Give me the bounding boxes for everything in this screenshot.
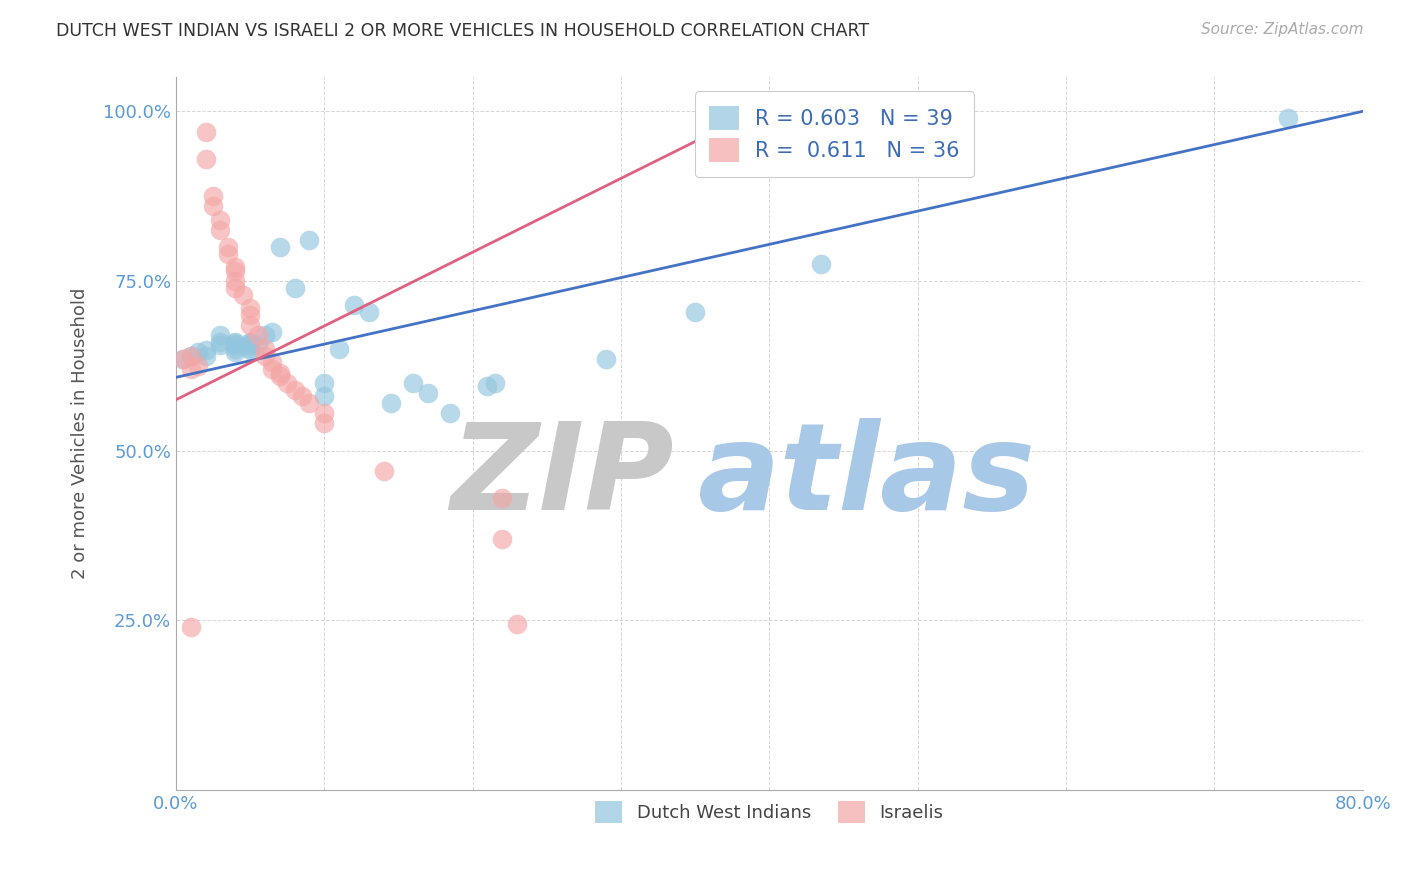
Text: ZIP: ZIP (451, 418, 675, 535)
Point (217, 240, 239, 254)
Point (246, 338, 269, 352)
Point (180, 349, 202, 363)
Text: Source: ZipAtlas.com: Source: ZipAtlas.com (1201, 22, 1364, 37)
Point (380, 396, 402, 410)
Point (224, 342, 246, 356)
Point (224, 274, 246, 288)
Point (269, 366, 291, 380)
Point (224, 281, 246, 295)
Point (262, 362, 284, 376)
Point (439, 406, 461, 420)
Point (187, 345, 209, 359)
Point (224, 336, 246, 351)
Point (269, 369, 291, 384)
Point (224, 260, 246, 275)
Point (224, 334, 246, 349)
Point (180, 620, 202, 634)
Point (491, 491, 513, 505)
Point (202, 199, 225, 213)
Point (314, 406, 336, 420)
Point (477, 379, 499, 393)
Point (239, 338, 262, 352)
Point (262, 355, 284, 369)
Point (314, 389, 336, 403)
Point (172, 352, 194, 367)
Point (239, 301, 262, 315)
Point (239, 334, 262, 349)
Point (194, 125, 217, 139)
Y-axis label: 2 or more Vehicles in Household: 2 or more Vehicles in Household (72, 288, 89, 580)
Point (298, 396, 321, 410)
Point (224, 345, 246, 359)
Point (172, 352, 194, 367)
Point (357, 304, 380, 318)
Point (343, 298, 366, 312)
Point (262, 325, 284, 339)
Point (180, 362, 202, 376)
Point (209, 334, 232, 349)
Point (373, 464, 395, 478)
Point (284, 383, 307, 397)
Point (484, 376, 506, 390)
Point (239, 308, 262, 322)
Point (209, 338, 232, 352)
Point (402, 376, 425, 390)
Point (314, 417, 336, 431)
Point (595, 352, 617, 367)
Point (180, 349, 202, 363)
Point (269, 240, 291, 254)
Point (239, 341, 262, 355)
Point (506, 616, 529, 631)
Point (194, 349, 217, 363)
Point (194, 152, 217, 166)
Point (194, 343, 217, 358)
Point (491, 532, 513, 546)
Legend: Dutch West Indians, Israelis: Dutch West Indians, Israelis (585, 790, 955, 834)
Point (202, 189, 225, 203)
Point (187, 359, 209, 373)
Point (291, 389, 314, 403)
Point (239, 336, 262, 351)
Point (253, 349, 276, 363)
Point (224, 338, 246, 352)
Point (209, 328, 232, 343)
Point (314, 376, 336, 390)
Point (239, 343, 262, 358)
Point (232, 287, 254, 301)
Point (217, 247, 239, 261)
Text: DUTCH WEST INDIAN VS ISRAELI 2 OR MORE VEHICLES IN HOUSEHOLD CORRELATION CHART: DUTCH WEST INDIAN VS ISRAELI 2 OR MORE V… (56, 22, 869, 40)
Text: atlas: atlas (699, 418, 1036, 535)
Point (284, 281, 307, 295)
Point (810, 257, 832, 271)
Point (209, 213, 232, 227)
Point (418, 386, 440, 401)
Point (298, 233, 321, 247)
Point (683, 304, 706, 318)
Point (246, 328, 269, 343)
Point (253, 342, 276, 356)
Point (209, 223, 232, 237)
Point (239, 318, 262, 332)
Point (224, 264, 246, 278)
Point (276, 376, 298, 390)
Point (253, 328, 276, 343)
Point (1277, 111, 1299, 125)
Point (328, 342, 350, 356)
